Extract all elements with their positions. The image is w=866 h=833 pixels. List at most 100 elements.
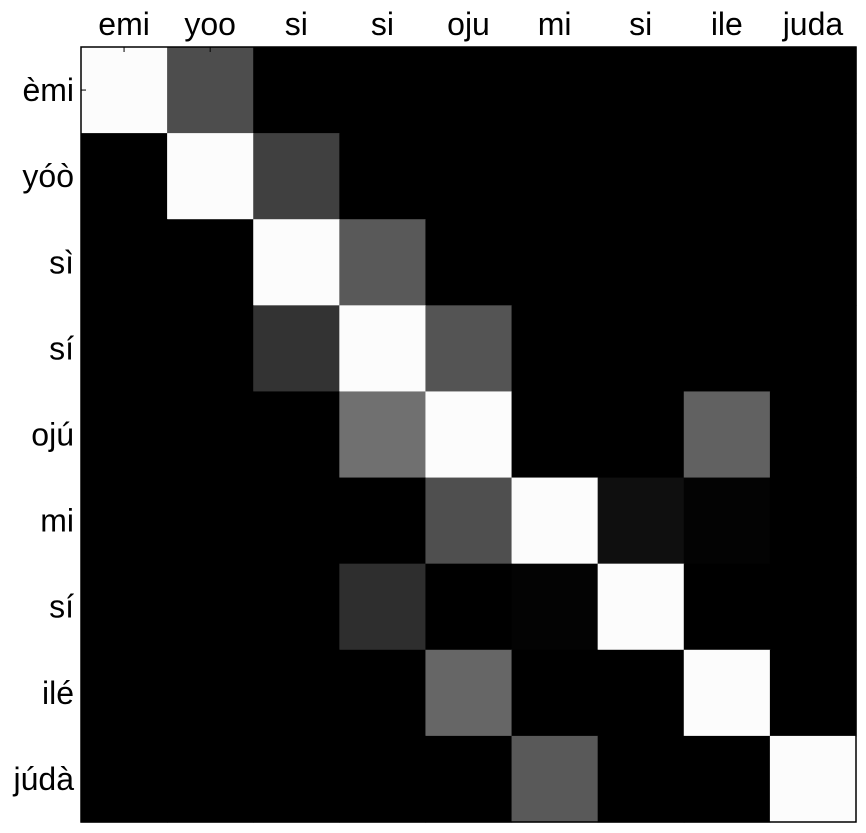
heatmap-cell-r8-c8 <box>769 735 857 823</box>
heatmap-cell-r7-c2 <box>253 649 340 737</box>
heatmap-cell-r5-c6 <box>597 477 685 565</box>
x-tick-label-2: si <box>285 6 308 42</box>
heatmap-cell-r8-c0 <box>81 735 168 823</box>
heatmap-cell-r1-c8 <box>769 133 857 220</box>
heatmap-cell-r0-c6 <box>597 47 685 134</box>
x-tick-label-1: yoo <box>184 6 236 42</box>
heatmap-cell-r7-c1 <box>167 649 254 737</box>
heatmap-cell-r5-c0 <box>81 477 168 565</box>
heatmap-cell-r0-c8 <box>769 47 857 134</box>
heatmap-cell-r3-c3 <box>339 305 427 393</box>
heatmap-cells <box>81 47 857 823</box>
heatmap-cell-r4-c7 <box>683 391 771 479</box>
heatmap-cell-r5-c7 <box>683 477 771 565</box>
heatmap-cell-r0-c7 <box>683 47 771 134</box>
heatmap-cell-r3-c4 <box>425 305 513 393</box>
heatmap-cell-r5-c1 <box>167 477 254 565</box>
heatmap-cell-r5-c4 <box>425 477 513 565</box>
plot-frame <box>80 46 857 823</box>
y-tick-label-5: mi <box>40 503 74 539</box>
y-tick-label-2: sì <box>49 244 74 280</box>
heatmap-cell-r0-c5 <box>511 47 599 134</box>
heatmap-cell-r4-c5 <box>511 391 599 479</box>
heatmap-cell-r2-c3 <box>339 219 427 306</box>
heatmap-cell-r0-c3 <box>339 47 427 134</box>
heatmap-cell-r0-c0 <box>81 47 168 134</box>
heatmap-cell-r6-c4 <box>425 563 513 651</box>
heatmap-cell-r8-c3 <box>339 735 427 823</box>
heatmap-cell-r1-c3 <box>339 133 427 220</box>
heatmap-cell-r6-c3 <box>339 563 427 651</box>
heatmap-cell-r8-c5 <box>511 735 599 823</box>
heatmap-cell-r7-c0 <box>81 649 168 737</box>
y-tick-label-6: sí <box>49 589 74 625</box>
heatmap-cell-r5-c5 <box>511 477 599 565</box>
x-tick-label-0: emi <box>98 6 150 42</box>
heatmap-cell-r7-c4 <box>425 649 513 737</box>
heatmap-cell-r4-c0 <box>81 391 168 479</box>
heatmap-cell-r2-c8 <box>769 219 857 306</box>
heatmap-cell-r6-c7 <box>683 563 771 651</box>
heatmap-cell-r0-c4 <box>425 47 513 134</box>
y-tick-label-0: èmi <box>22 72 74 108</box>
y-tick-label-1: yóò <box>22 158 74 194</box>
heatmap-cell-r2-c0 <box>81 219 168 306</box>
heatmap-cell-r7-c6 <box>597 649 685 737</box>
heatmap-cell-r8-c6 <box>597 735 685 823</box>
heatmap-cell-r7-c8 <box>769 649 857 737</box>
heatmap-cell-r8-c7 <box>683 735 771 823</box>
heatmap-cell-r6-c6 <box>597 563 685 651</box>
x-tick-label-3: si <box>371 6 394 42</box>
heatmap-cell-r2-c7 <box>683 219 771 306</box>
heatmap-cell-r2-c6 <box>597 219 685 306</box>
heatmap-cell-r3-c5 <box>511 305 599 393</box>
heatmap-cell-r2-c2 <box>253 219 340 306</box>
heatmap-cell-r4-c2 <box>253 391 340 479</box>
heatmap-cell-r6-c2 <box>253 563 340 651</box>
heatmap-cell-r1-c6 <box>597 133 685 220</box>
heatmap-cell-r5-c8 <box>769 477 857 565</box>
heatmap-cell-r4-c4 <box>425 391 513 479</box>
heatmap-cell-r7-c3 <box>339 649 427 737</box>
heatmap-cell-r7-c7 <box>683 649 771 737</box>
heatmap-cell-r4-c6 <box>597 391 685 479</box>
heatmap-cell-r2-c4 <box>425 219 513 306</box>
heatmap-cell-r4-c1 <box>167 391 254 479</box>
heatmap-cell-r2-c5 <box>511 219 599 306</box>
heatmap-cell-r4-c8 <box>769 391 857 479</box>
heatmap-cell-r3-c1 <box>167 305 254 393</box>
heatmap-cell-r6-c1 <box>167 563 254 651</box>
heatmap-cell-r1-c4 <box>425 133 513 220</box>
x-tick-label-5: mi <box>538 6 572 42</box>
heatmap-cell-r8-c1 <box>167 735 254 823</box>
x-tick-label-4: oju <box>447 6 490 42</box>
heatmap-cell-r5-c3 <box>339 477 427 565</box>
heatmap-cell-r3-c2 <box>253 305 340 393</box>
x-axis-ticks: emi yoo si si oju mi si ile juda <box>98 6 843 52</box>
heatmap-cell-r4-c3 <box>339 391 427 479</box>
heatmap-cell-r3-c6 <box>597 305 685 393</box>
heatmap-cell-r3-c0 <box>81 305 168 393</box>
heatmap-cell-r8-c4 <box>425 735 513 823</box>
heatmap-cell-r2-c1 <box>167 219 254 306</box>
heatmap-cell-r1-c7 <box>683 133 771 220</box>
y-axis-ticks: èmi yóò sì sí ojú mi sí ilé júdà <box>13 72 86 797</box>
y-tick-label-3: sí <box>49 330 74 366</box>
heatmap-cell-r7-c5 <box>511 649 599 737</box>
y-tick-label-4: ojú <box>31 417 74 453</box>
heatmap-cell-r0-c1 <box>167 47 254 134</box>
heatmap-cell-r1-c0 <box>81 133 168 220</box>
heatmap-cell-r8-c2 <box>253 735 340 823</box>
heatmap-cell-r1-c2 <box>253 133 340 220</box>
heatmap-cell-r1-c5 <box>511 133 599 220</box>
heatmap-cell-r6-c5 <box>511 563 599 651</box>
x-tick-label-7: ile <box>711 6 743 42</box>
x-tick-label-8: juda <box>782 6 844 42</box>
heatmap-cell-r3-c7 <box>683 305 771 393</box>
y-tick-label-8: júdà <box>13 761 75 797</box>
y-tick-label-7: ilé <box>42 675 74 711</box>
heatmap-cell-r1-c1 <box>167 133 254 220</box>
heatmap-cell-r0-c2 <box>253 47 340 134</box>
x-tick-label-6: si <box>629 6 652 42</box>
